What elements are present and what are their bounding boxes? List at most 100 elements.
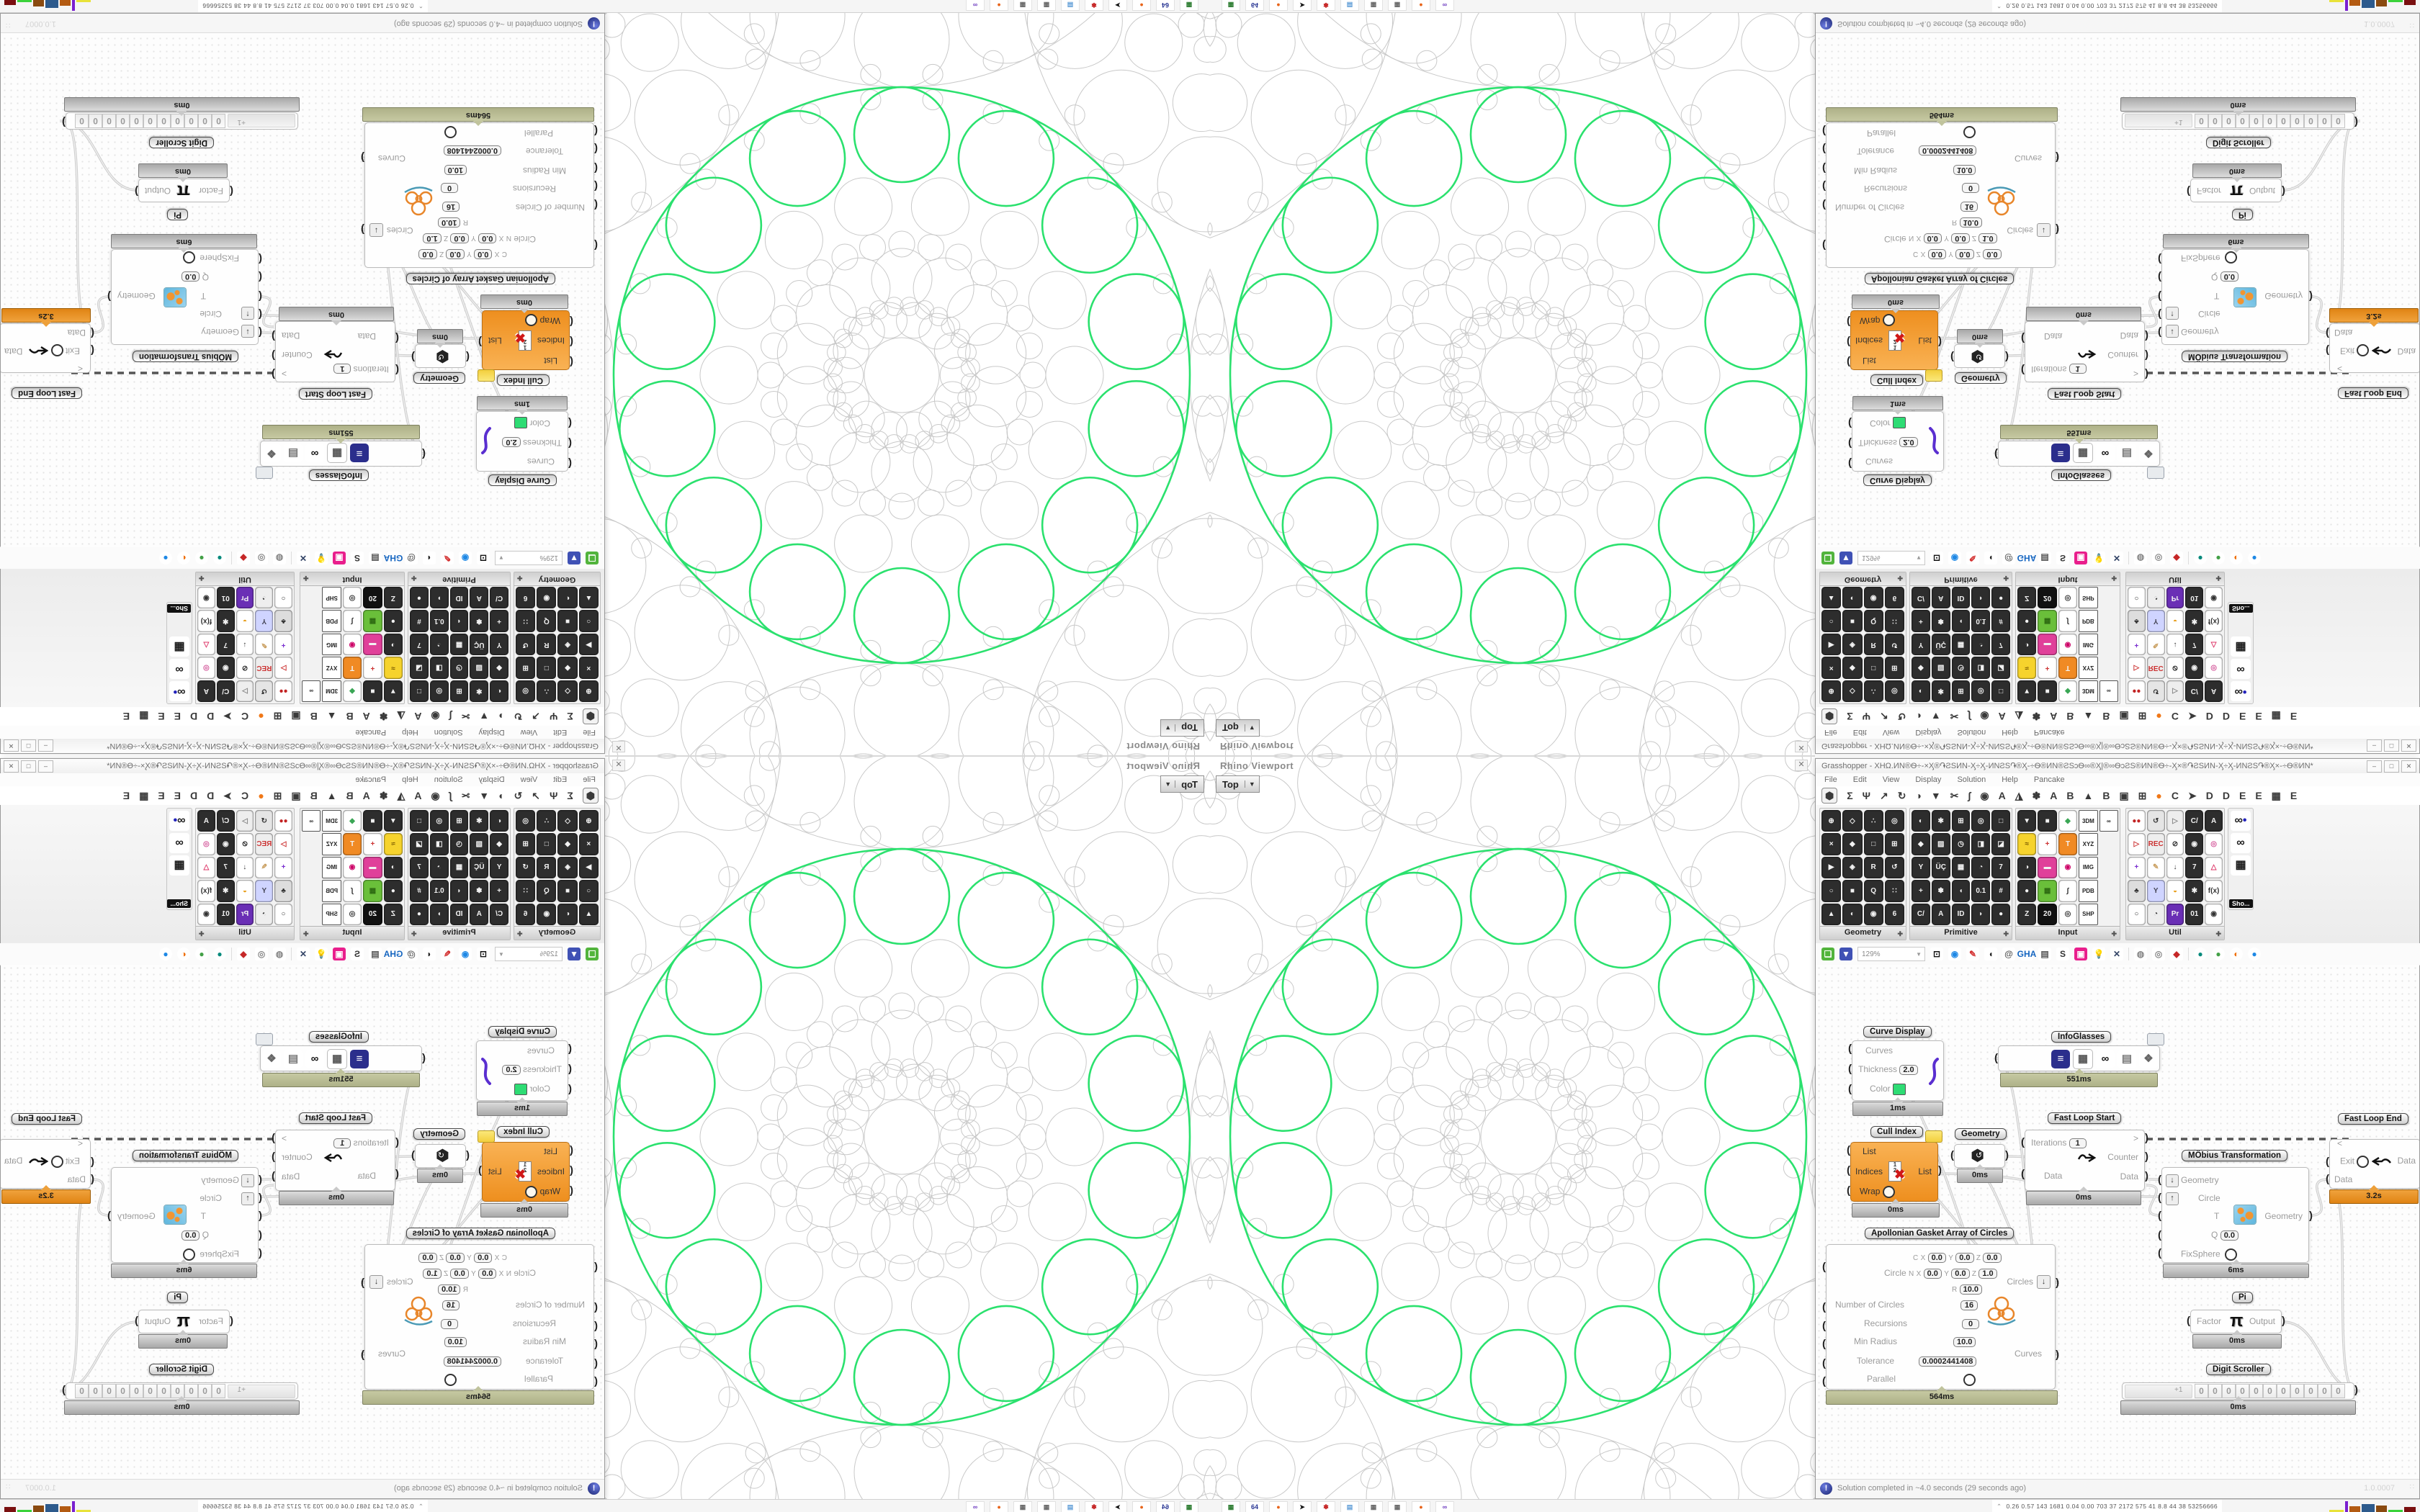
component-icon[interactable]: ↺: [516, 633, 536, 656]
input-hook[interactable]: (: [259, 271, 262, 283]
menu-display[interactable]: Display: [478, 728, 505, 737]
publish-icon[interactable]: @: [405, 552, 418, 564]
component-icon[interactable]: ●●: [2128, 680, 2146, 702]
component-icon[interactable]: ✎: [255, 633, 274, 656]
component-icon[interactable]: ◇: [1842, 680, 1863, 702]
component-icon[interactable]: SHP: [322, 587, 341, 609]
output-hook[interactable]: ): [272, 1151, 275, 1163]
digit-cell[interactable]: 0: [2195, 1384, 2208, 1398]
ribbon-tab-11[interactable]: ◮: [397, 790, 405, 801]
firefox-icon[interactable]: ●: [1132, 1501, 1151, 1512]
ribbon-tab-14[interactable]: B: [2066, 711, 2074, 722]
digit-cell[interactable]: 0: [143, 1384, 157, 1398]
geometry-label[interactable]: Geometry: [413, 1128, 465, 1140]
component-icon[interactable]: ◐: [557, 903, 578, 925]
ribbon-tab-5[interactable]: ◑: [498, 790, 505, 801]
component-icon[interactable]: 6: [1884, 587, 1904, 609]
goggles-icon[interactable]: ∞: [169, 659, 189, 679]
ribbon-tab-12[interactable]: ✽: [379, 790, 388, 801]
ribbon-tab-21[interactable]: ➤: [2188, 711, 2197, 722]
component-icon[interactable]: ♣: [2128, 610, 2146, 632]
component-icon[interactable]: ⊞: [1884, 657, 1904, 679]
gh-canvas[interactable]: Curve Display ( ( ( Curves Thickness 2.0…: [1, 965, 604, 1481]
gift-icon[interactable]: ▣: [333, 948, 346, 960]
input-hook[interactable]: (: [1994, 1052, 1998, 1064]
component-icon[interactable]: ◑: [2017, 633, 2037, 656]
cursor-art-icon[interactable]: ➤: [1108, 1501, 1127, 1512]
wrap-toggle[interactable]: [1882, 314, 1895, 326]
gha-icon[interactable]: GHA: [383, 552, 403, 564]
component-icon[interactable]: ▬: [2038, 633, 2057, 656]
publish-icon[interactable]: @: [2002, 948, 2015, 960]
component-icon[interactable]: ✽: [1931, 610, 1950, 632]
component-icon[interactable]: R: [1863, 633, 1883, 656]
fixsphere-toggle[interactable]: [2225, 251, 2238, 264]
component-icon[interactable]: REC: [255, 833, 274, 855]
rhino-viewport-panel[interactable]: Rhino Viewport ✕ Top ▼: [1210, 12, 1815, 756]
input-hook[interactable]: (: [570, 336, 573, 348]
input-hook[interactable]: (: [2158, 253, 2161, 265]
input-hook[interactable]: (: [568, 1043, 572, 1055]
fast-loop-start-label[interactable]: Fast Loop Start: [298, 388, 372, 400]
publish-icon[interactable]: @: [2002, 552, 2015, 564]
component-icon[interactable]: [302, 657, 321, 678]
component-icon[interactable]: ◷: [1951, 657, 1971, 679]
component-icon[interactable]: ▼: [2017, 810, 2037, 832]
digit-cell[interactable]: 0: [2331, 1384, 2345, 1398]
ribbon-tab-5[interactable]: ◑: [1915, 711, 1922, 722]
output-hook[interactable]: ): [272, 1132, 275, 1144]
number-value[interactable]: 16: [442, 202, 460, 212]
input-hook[interactable]: (: [1822, 180, 1826, 192]
input-hook[interactable]: (: [1822, 125, 1826, 137]
ny-value[interactable]: 0.0: [1951, 1269, 1970, 1279]
save-screen-icon[interactable]: ▦: [1180, 1501, 1198, 1512]
minimize-button[interactable]: –: [2367, 760, 2382, 773]
component-icon[interactable]: 01: [2185, 903, 2204, 925]
component-icon[interactable]: ◆: [2058, 680, 2078, 702]
thickness-value[interactable]: 2.0: [1899, 437, 1918, 447]
component-icon[interactable]: ∷: [516, 880, 536, 902]
component-icon[interactable]: ✱: [470, 810, 489, 832]
ribbon-tab-3[interactable]: ↗: [1879, 711, 1888, 722]
input-hook[interactable]: (: [1847, 356, 1850, 368]
component-icon[interactable]: ◉: [197, 903, 215, 925]
digit-cell[interactable]: 0: [2290, 1384, 2304, 1398]
iterations-value[interactable]: 1: [333, 364, 351, 374]
grasshopper-titlebar[interactable]: Grasshopper - XHΩ.ИN®Ѳ÷֊×Ӽ®֏ƧSИN֊Ӽ÷Ӽ֊ИNƧ…: [1816, 759, 2419, 774]
component-icon[interactable]: ◉: [197, 587, 215, 609]
input-hook[interactable]: (: [1848, 457, 1852, 469]
finder-icon[interactable]: S: [351, 552, 364, 564]
component-icon[interactable]: ●: [383, 880, 403, 902]
output-hook[interactable]: ): [1938, 336, 1942, 348]
gradient-wires-icon[interactable]: ✕: [2110, 552, 2123, 564]
component-icon[interactable]: ■: [2038, 810, 2057, 832]
input-hook[interactable]: (: [1847, 1164, 1850, 1176]
component-icon[interactable]: ✽: [470, 880, 489, 902]
input-hook[interactable]: (: [259, 253, 262, 265]
gha-icon[interactable]: GHA: [2017, 948, 2037, 960]
component-icon[interactable]: ◎: [429, 680, 449, 702]
component-icon[interactable]: ◎: [1971, 810, 1991, 832]
input-hook[interactable]: (: [1822, 1375, 1826, 1387]
output-hook[interactable]: ): [2056, 1277, 2059, 1289]
component-icon[interactable]: Y: [1912, 633, 1930, 656]
speech-bubble-icon[interactable]: [256, 467, 273, 479]
thickness-value[interactable]: 2.0: [502, 437, 521, 447]
component-icon[interactable]: ●: [1991, 587, 2010, 609]
component-icon[interactable]: ↓: [236, 633, 254, 656]
window-icon[interactable]: ▤: [369, 948, 382, 960]
component-icon[interactable]: ◪: [410, 657, 429, 679]
component-icon[interactable]: ◑: [383, 856, 403, 879]
preview-teal-icon[interactable]: ●: [213, 948, 226, 960]
galapagos-icon[interactable]: 💡: [2092, 552, 2105, 564]
component-icon[interactable]: ◈: [557, 856, 578, 879]
component-icon[interactable]: ◐: [1912, 680, 1930, 702]
ribbon-tab-22[interactable]: D: [207, 790, 215, 801]
component-icon[interactable]: ∞: [302, 680, 321, 702]
expression-check-icon[interactable]: ≡: [350, 1050, 369, 1068]
output-hook[interactable]: ): [272, 1170, 275, 1182]
ribbon-tab-20[interactable]: C: [241, 790, 249, 801]
input-hook[interactable]: (: [568, 437, 572, 449]
component-icon[interactable]: ▼: [383, 810, 403, 832]
input-hook[interactable]: (: [395, 1168, 399, 1180]
